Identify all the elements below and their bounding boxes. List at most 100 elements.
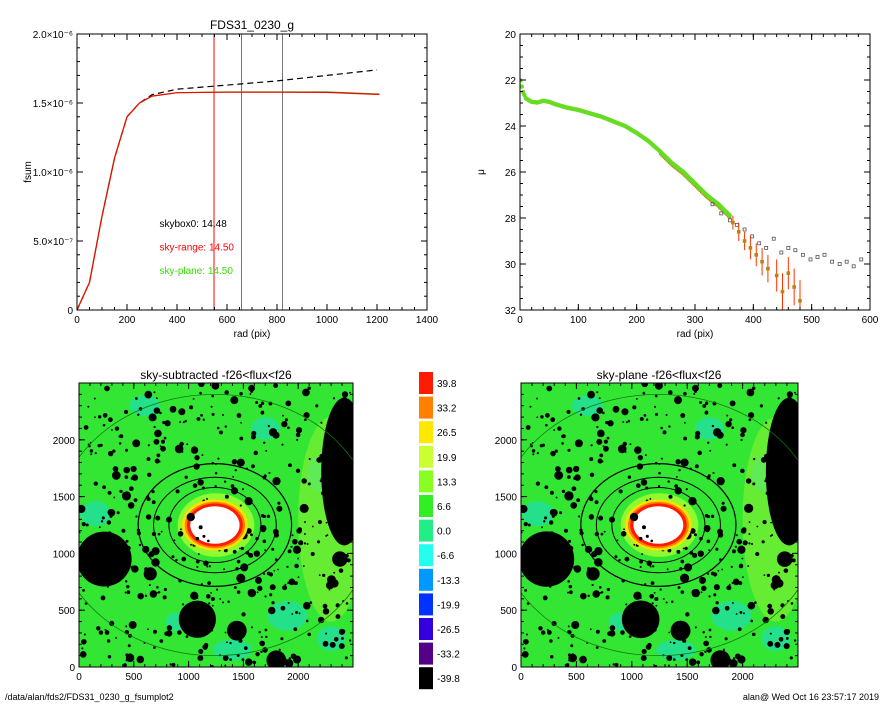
imgL-mask-dot xyxy=(175,489,180,494)
imgL-low-flux-region xyxy=(267,601,307,631)
imgL-mask-dot xyxy=(303,542,307,545)
imgR-mask-dot xyxy=(599,453,604,458)
imgR-mask-dot xyxy=(710,571,715,576)
imgR-mask-dot xyxy=(525,425,531,430)
imgL-mask-dot xyxy=(155,397,158,400)
imgL-mask-dot xyxy=(131,565,139,573)
imgR-mask-dot xyxy=(527,523,531,527)
imgR-mask-dot xyxy=(641,648,647,655)
imgL-mask-dot xyxy=(291,613,294,615)
colorbar-swatch xyxy=(419,519,433,542)
imgL-mask-dot xyxy=(224,631,227,634)
imgR-ytick-label: 0 xyxy=(511,663,517,674)
imgL-mask-dot xyxy=(278,648,281,651)
imgL-galaxy-core xyxy=(190,506,240,544)
imgR-mask-dot xyxy=(726,585,732,591)
imgL-mask-dot xyxy=(338,568,344,573)
imgL-low-flux-region xyxy=(80,501,111,527)
imgR-mask-dot xyxy=(521,504,528,514)
imgR-mask-dot xyxy=(742,540,748,546)
imgR-mask-dot xyxy=(598,515,604,521)
imgR-mask-dot xyxy=(644,454,647,457)
imgL-mask-dot xyxy=(297,527,302,532)
imgR-mask-dot xyxy=(707,573,710,576)
imgL-mask-dot xyxy=(302,388,310,397)
imgR-mask-dot xyxy=(735,534,738,537)
imgL-xtick-label: 1500 xyxy=(232,672,255,683)
imgL-mask-dot xyxy=(121,491,132,501)
imgR-mask-dot xyxy=(786,391,794,398)
imgL-mask-dot xyxy=(196,417,201,421)
imgR-mask-dot xyxy=(625,421,628,424)
imgR-mask-dot xyxy=(672,658,676,661)
imgL-mask-dot xyxy=(249,392,252,395)
imgR-mask-dot xyxy=(708,595,711,598)
imgR-mask-dot xyxy=(762,616,770,624)
imgL-mask-dot xyxy=(154,429,162,438)
imgL-mask-dot xyxy=(273,569,276,572)
imgL-mask-dot xyxy=(236,559,241,564)
imgR-mask-dot xyxy=(623,528,625,531)
imgL-mask-dot xyxy=(206,594,211,599)
colorbar-swatch xyxy=(419,568,433,591)
imgL-mask-dot xyxy=(245,658,253,666)
imgL-mask-dot xyxy=(236,590,241,594)
footer-file-path: /data/alan/fds2/FDS31_0230_g_fsumplot2 xyxy=(5,692,174,702)
imgR-mask-dot xyxy=(579,655,587,664)
imgL-mask-dot xyxy=(260,527,266,533)
imgL-mask-dot xyxy=(241,658,245,662)
imgL-mask-dot xyxy=(177,630,182,635)
imgL-mask-dot xyxy=(223,480,227,483)
imgR-mask-dot xyxy=(708,549,711,552)
imgR-galaxy-core xyxy=(633,506,684,544)
imgR-mask-dot xyxy=(689,528,696,534)
imgR-ytick-label: 1500 xyxy=(495,493,518,504)
imgR-mask-dot xyxy=(762,520,767,525)
imgL-ytick-label: 500 xyxy=(58,606,75,617)
imgR-mask-dot xyxy=(704,401,709,405)
imgL-mask-dot xyxy=(181,450,184,453)
mu-sky-point xyxy=(815,255,820,260)
imgR-mask-dot xyxy=(594,500,599,505)
imgL-mask-dot xyxy=(230,396,239,405)
imgL-mask-dot xyxy=(288,578,296,586)
imgR-mask-dot xyxy=(561,489,566,494)
imgR-mask-dot xyxy=(652,565,655,568)
mu-error-point xyxy=(774,273,779,278)
imgL-mask-dot xyxy=(110,429,113,431)
imgL-mask-dot xyxy=(264,549,266,552)
imgR-mask-dot xyxy=(557,475,561,478)
imgR-mask-dot xyxy=(551,620,557,627)
imgL-mask-dot xyxy=(79,651,87,658)
imgR-mask-dot xyxy=(717,569,720,572)
imgR-mask-dot xyxy=(563,528,568,533)
imgR-mask-dot xyxy=(675,459,681,465)
imgR-mask-dot xyxy=(568,653,577,663)
imgL-mask-dot xyxy=(206,497,208,500)
imgR-mask-dot xyxy=(590,444,593,447)
imgR-mask-dot xyxy=(747,601,756,610)
imgR-mask-dot xyxy=(669,641,672,644)
imgR-mask-dot xyxy=(653,664,658,667)
imgL-mask-dot xyxy=(251,464,255,469)
imgL-mask-dot xyxy=(322,573,326,578)
imgR-mask-dot xyxy=(704,527,710,533)
colorbar-swatch xyxy=(419,372,433,394)
mu-ylabel: μ xyxy=(476,169,487,175)
imgL-mask-dot xyxy=(303,533,306,535)
imgL-mask-dot xyxy=(156,586,159,589)
imgR-mask-dot xyxy=(683,421,686,424)
mu-sky-point xyxy=(779,250,784,255)
imgR-mask-dot xyxy=(666,655,673,661)
imgL-mask-dot xyxy=(222,601,225,604)
imgR-mask-dot xyxy=(724,637,728,641)
imgR-mask-dot xyxy=(774,641,781,648)
imgR-mask-dot xyxy=(609,625,616,631)
imgR-mask-dot xyxy=(699,651,704,657)
mu-xtick-label: 100 xyxy=(570,315,587,326)
imgL-mask-dot xyxy=(113,496,116,499)
imgR-mask-dot xyxy=(732,657,736,660)
imgR-mask-dot xyxy=(620,630,625,635)
imgL-mask-dot xyxy=(124,591,127,594)
mu-xtick-label: 400 xyxy=(745,315,762,326)
